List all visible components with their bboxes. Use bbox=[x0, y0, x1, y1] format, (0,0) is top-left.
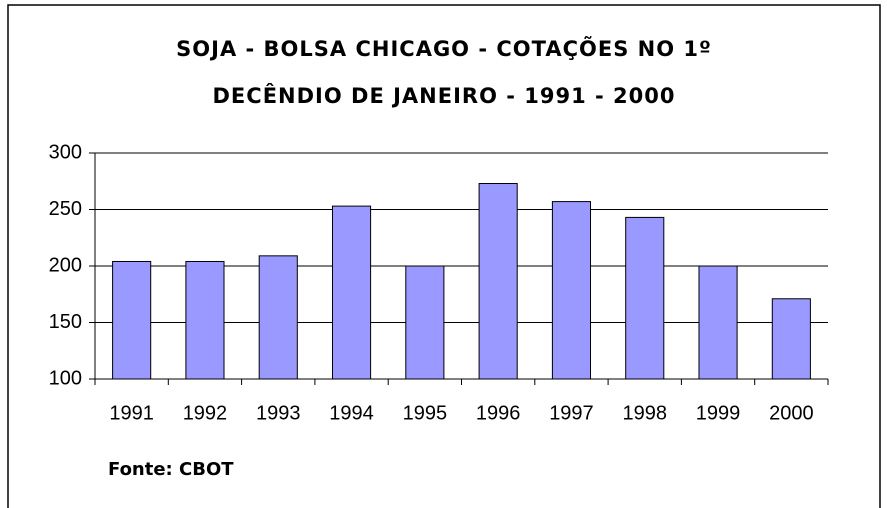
bar bbox=[698, 265, 738, 380]
bar bbox=[185, 260, 225, 380]
source-note: Fonte: CBOT bbox=[108, 459, 234, 480]
x-tick-label: 1991 bbox=[109, 402, 154, 424]
bar bbox=[331, 205, 372, 380]
chart-frame bbox=[7, 4, 881, 508]
x-tick-label: 1992 bbox=[183, 402, 228, 424]
bar bbox=[258, 255, 298, 380]
chart-title: SOJA - BOLSA CHICAGO - COTAÇÕES NO 1º bbox=[176, 36, 712, 61]
bar bbox=[405, 265, 445, 380]
chart-title: DECÊNDIO DE JANEIRO - 1991 - 2000 bbox=[213, 83, 676, 108]
y-tick-label: 150 bbox=[49, 311, 82, 333]
x-tick-label: 2000 bbox=[769, 402, 814, 424]
x-tick-label: 1995 bbox=[403, 402, 448, 424]
bar bbox=[551, 201, 592, 380]
x-tick-label: 1998 bbox=[623, 402, 668, 424]
y-tick-label: 300 bbox=[49, 141, 82, 163]
x-tick-label: 1994 bbox=[329, 402, 374, 424]
x-tick-label: 1996 bbox=[476, 402, 521, 424]
bar bbox=[478, 183, 518, 380]
bar bbox=[112, 260, 152, 380]
bar bbox=[771, 298, 811, 380]
y-tick-label: 250 bbox=[49, 198, 82, 220]
x-tick-label: 1997 bbox=[549, 402, 594, 424]
x-tick-label: 1993 bbox=[256, 402, 301, 424]
bar bbox=[625, 216, 665, 380]
y-tick-label: 100 bbox=[49, 367, 82, 389]
x-tick-label: 1999 bbox=[696, 402, 741, 424]
y-tick-label: 200 bbox=[49, 254, 82, 276]
